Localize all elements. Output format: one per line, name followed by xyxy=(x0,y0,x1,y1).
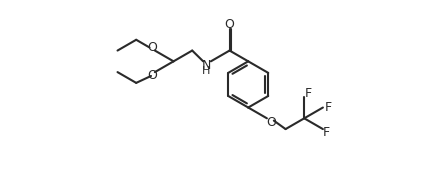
Text: H: H xyxy=(202,66,210,76)
Text: O: O xyxy=(225,18,235,31)
Text: O: O xyxy=(147,69,157,82)
Text: F: F xyxy=(323,126,330,139)
Text: F: F xyxy=(325,101,332,114)
Text: F: F xyxy=(305,87,312,100)
Text: N: N xyxy=(201,59,211,72)
Text: O: O xyxy=(266,116,276,129)
Text: O: O xyxy=(147,41,157,54)
